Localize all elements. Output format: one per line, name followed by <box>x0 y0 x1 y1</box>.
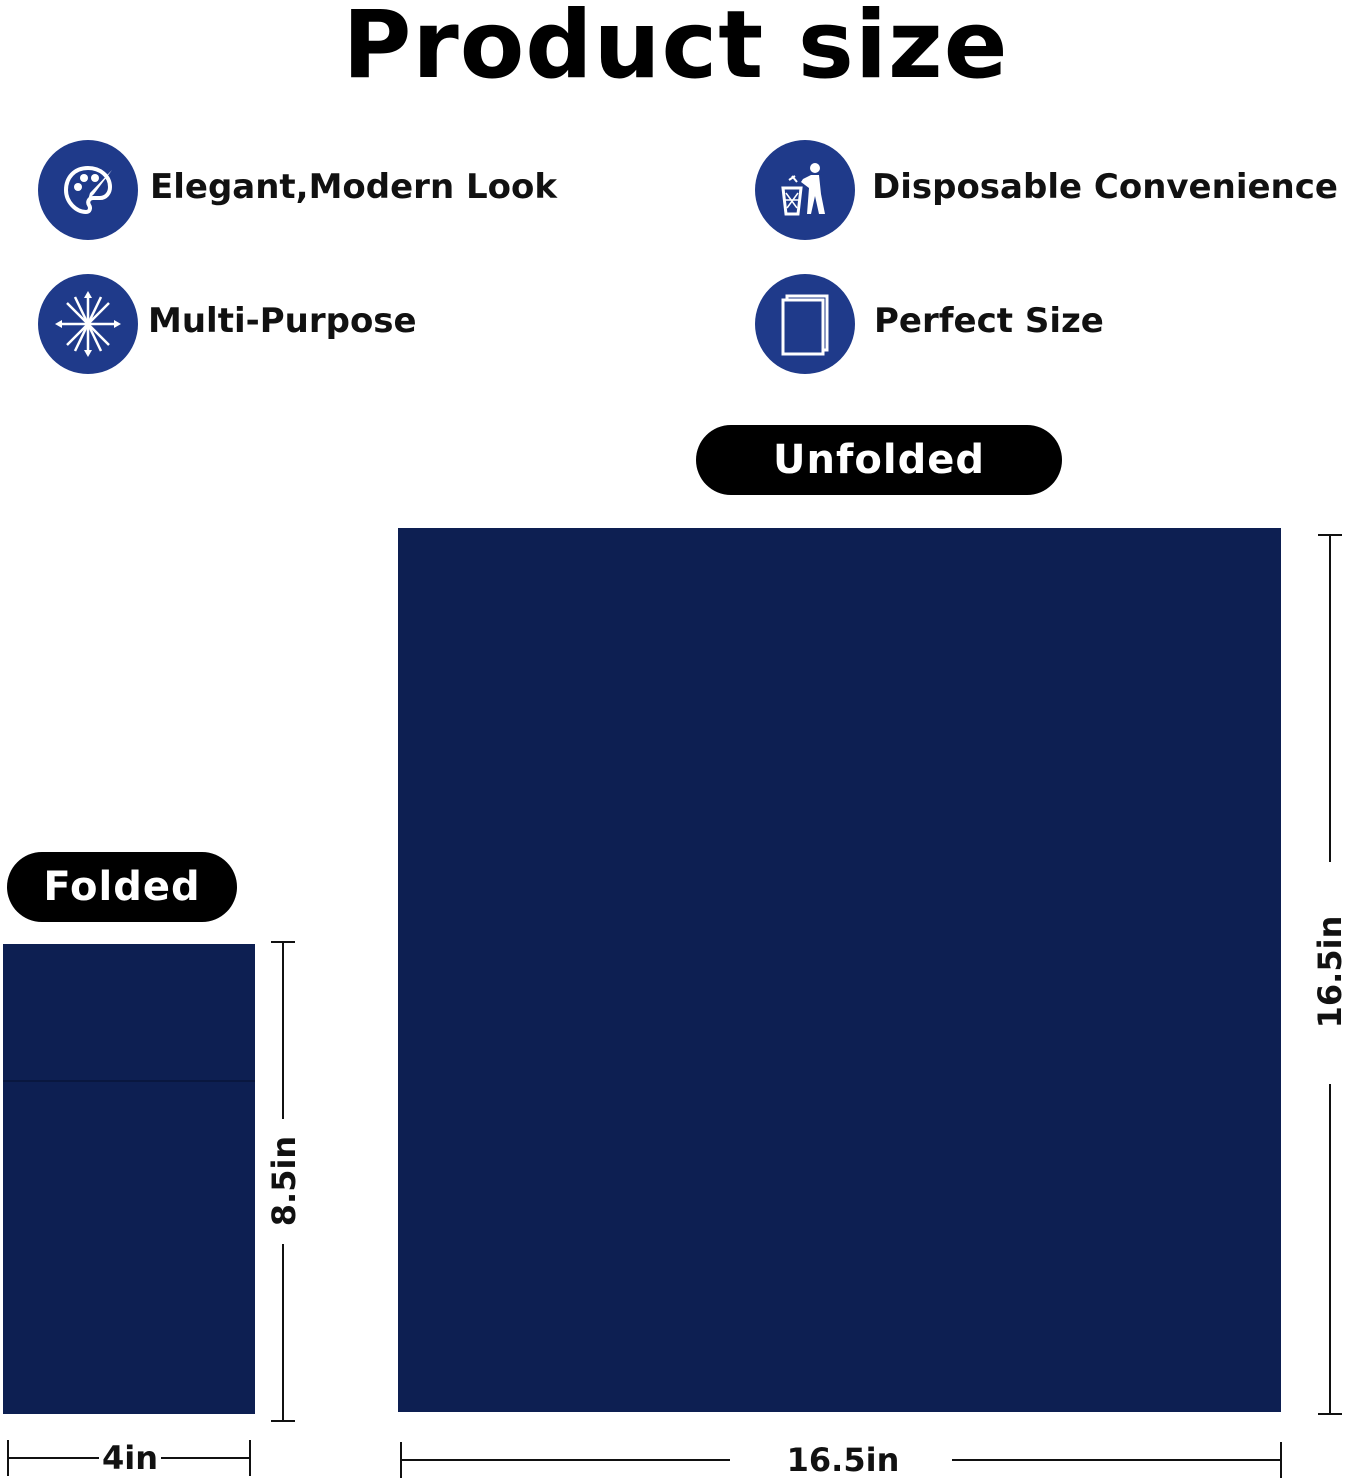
feature-label-disposable: Disposable Convenience <box>872 167 1338 207</box>
unfolded-height-line-top <box>1329 534 1331 862</box>
folded-width-tick-right <box>249 1440 251 1476</box>
folded-label: Folded <box>7 852 237 922</box>
unfolded-width-line-right <box>952 1459 1282 1461</box>
unfolded-napkin <box>398 528 1281 1412</box>
page-title: Product size <box>342 0 1009 100</box>
folded-height-line-bottom <box>282 1244 284 1421</box>
feature-label-multi: Multi-Purpose <box>148 301 417 341</box>
multi-arrow-icon <box>38 274 138 374</box>
napkin-size-icon <box>755 274 855 374</box>
folded-napkin-crease <box>3 1080 255 1082</box>
folded-width-line-left <box>7 1457 99 1459</box>
folded-napkin <box>3 944 255 1414</box>
unfolded-height-tick-bottom <box>1318 1413 1342 1415</box>
unfolded-label: Unfolded <box>696 425 1062 495</box>
unfolded-width-tick-right <box>1280 1442 1282 1478</box>
unfolded-width-label: 16.5in <box>786 1441 900 1479</box>
feature-label-look: Elegant,Modern Look <box>150 167 557 207</box>
folded-width-label: 4in <box>101 1439 159 1477</box>
folded-height-label: 8.5in <box>265 1135 303 1227</box>
folded-height-tick-bottom <box>271 1420 295 1422</box>
unfolded-height-label: 16.5in <box>1311 915 1349 1029</box>
unfolded-height-line-bottom <box>1329 1084 1331 1414</box>
palette-icon <box>38 140 138 240</box>
unfolded-width-line-left <box>400 1459 730 1461</box>
folded-width-line-right <box>161 1457 251 1459</box>
trash-bin-icon <box>755 140 855 240</box>
folded-height-line-top <box>282 941 284 1119</box>
feature-label-size: Perfect Size <box>874 301 1104 341</box>
